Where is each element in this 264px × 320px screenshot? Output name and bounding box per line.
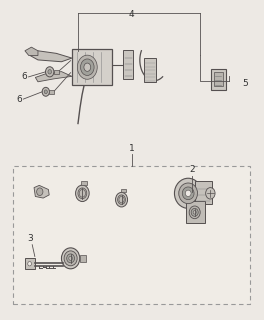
Text: 4: 4 bbox=[129, 10, 134, 19]
Polygon shape bbox=[34, 185, 49, 198]
Circle shape bbox=[119, 196, 124, 203]
Circle shape bbox=[81, 59, 94, 76]
Bar bbox=[144, 59, 156, 82]
Circle shape bbox=[45, 67, 54, 77]
Ellipse shape bbox=[118, 195, 125, 204]
Ellipse shape bbox=[185, 190, 191, 196]
Circle shape bbox=[48, 69, 51, 74]
Bar bbox=[13, 166, 249, 304]
Circle shape bbox=[79, 189, 86, 197]
Bar bbox=[214, 72, 223, 86]
Bar bbox=[25, 258, 35, 269]
Circle shape bbox=[28, 261, 31, 266]
Text: 6: 6 bbox=[21, 72, 27, 81]
Ellipse shape bbox=[191, 208, 198, 216]
Ellipse shape bbox=[116, 192, 128, 207]
Bar bbox=[49, 90, 54, 94]
Bar bbox=[80, 255, 86, 261]
Text: 2: 2 bbox=[189, 165, 195, 174]
Ellipse shape bbox=[76, 185, 89, 202]
Ellipse shape bbox=[179, 183, 197, 204]
Bar bbox=[120, 188, 126, 192]
Polygon shape bbox=[25, 47, 38, 56]
Polygon shape bbox=[30, 51, 72, 62]
Circle shape bbox=[37, 188, 43, 196]
Circle shape bbox=[42, 87, 49, 96]
Ellipse shape bbox=[193, 211, 196, 214]
Ellipse shape bbox=[189, 206, 200, 219]
Bar bbox=[72, 49, 112, 85]
Polygon shape bbox=[35, 72, 72, 82]
Ellipse shape bbox=[62, 248, 80, 269]
Text: 6: 6 bbox=[16, 95, 22, 104]
Text: 5: 5 bbox=[243, 79, 248, 88]
Bar bbox=[186, 201, 205, 223]
Circle shape bbox=[77, 55, 97, 79]
Circle shape bbox=[206, 188, 215, 199]
Ellipse shape bbox=[69, 256, 72, 260]
Text: 3: 3 bbox=[28, 235, 34, 244]
Circle shape bbox=[84, 63, 91, 71]
Ellipse shape bbox=[78, 188, 87, 199]
Bar bbox=[123, 50, 133, 79]
Bar bbox=[211, 69, 225, 90]
Circle shape bbox=[44, 90, 47, 94]
Ellipse shape bbox=[67, 254, 74, 263]
Bar bbox=[195, 180, 212, 204]
Ellipse shape bbox=[64, 251, 77, 266]
Bar bbox=[81, 180, 87, 185]
Ellipse shape bbox=[182, 187, 194, 200]
Ellipse shape bbox=[175, 178, 202, 208]
Text: 1: 1 bbox=[129, 144, 135, 153]
Bar bbox=[54, 69, 59, 74]
